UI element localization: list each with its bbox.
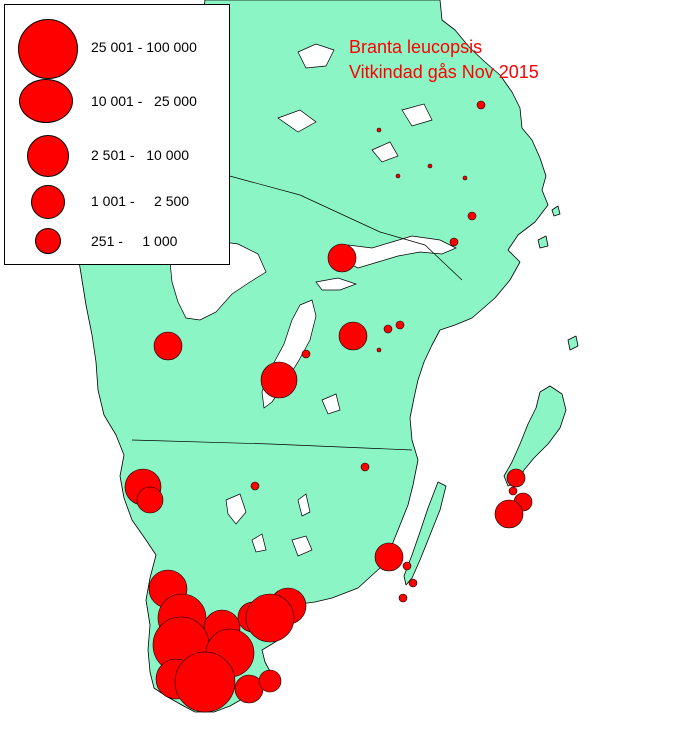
islet-3 — [551, 205, 561, 217]
lake-north-4 — [371, 141, 399, 163]
legend-symbol — [18, 19, 78, 79]
legend-row: 10 001 - 25 000 — [5, 79, 231, 123]
legend-label: 1 001 - 2 500 — [91, 193, 190, 209]
count-circle — [395, 320, 405, 330]
islet-1 — [567, 335, 579, 351]
county-border-south — [131, 439, 413, 451]
count-circle — [338, 321, 368, 351]
count-circle — [408, 578, 418, 588]
count-circle — [301, 349, 311, 359]
legend-symbol — [19, 79, 73, 123]
count-circle — [174, 651, 236, 713]
lake-smaland-1 — [297, 493, 311, 517]
island-oland — [403, 481, 447, 586]
count-circle — [374, 542, 404, 572]
lake-hjalmaren — [315, 277, 358, 291]
legend-row: 25 001 - 100 000 — [5, 19, 231, 79]
count-circles — [124, 100, 533, 713]
count-circle — [327, 243, 357, 273]
legend: 25 001 - 100 000 10 001 - 25 000 2 501 -… — [4, 4, 230, 265]
lake-north-1 — [297, 43, 335, 69]
count-circle — [360, 462, 370, 472]
legend-label: 10 001 - 25 000 — [91, 93, 197, 109]
legend-row: 1 001 - 2 500 — [5, 185, 231, 219]
legend-label: 251 - 1 000 — [91, 233, 178, 249]
count-circle — [449, 237, 459, 247]
count-circle — [234, 674, 264, 704]
count-circle — [376, 127, 382, 133]
legend-label: 2 501 - 10 000 — [91, 147, 190, 163]
map-subtitle: Vitkindad gås Nov 2015 — [349, 62, 539, 82]
lake-malaren — [345, 235, 457, 269]
count-circle — [153, 331, 183, 361]
legend-row: 2 501 - 10 000 — [5, 135, 231, 177]
legend-symbol — [35, 228, 61, 254]
count-circle — [462, 175, 468, 181]
count-circle — [476, 100, 486, 110]
count-circle — [245, 593, 295, 643]
lake-smaland-2 — [291, 535, 313, 557]
map-title: Branta leucopsis — [349, 37, 482, 57]
legend-symbol — [31, 185, 65, 219]
legend-symbol — [27, 135, 69, 177]
count-circle — [402, 561, 412, 571]
legend-label: 25 001 - 100 000 — [91, 39, 197, 55]
lake-smaland-4 — [251, 533, 267, 553]
count-circle — [508, 486, 518, 496]
lake-north-2 — [277, 109, 317, 133]
count-circle — [506, 468, 526, 488]
count-circle — [398, 593, 408, 603]
count-circle — [383, 324, 393, 334]
county-border-north — [225, 174, 463, 281]
count-circle — [427, 163, 433, 169]
lake-bolmen — [225, 493, 247, 525]
count-circle — [494, 499, 524, 529]
count-circle — [258, 669, 282, 693]
lake-north-3 — [401, 103, 433, 127]
count-circle — [260, 361, 298, 399]
count-circle — [250, 481, 260, 491]
count-circle — [136, 486, 164, 514]
lake-smaland-3 — [321, 393, 341, 415]
count-circle — [467, 211, 477, 221]
legend-row: 251 - 1 000 — [5, 228, 231, 254]
count-circle — [395, 173, 401, 179]
count-circle — [376, 347, 382, 353]
islet-2 — [537, 235, 549, 249]
